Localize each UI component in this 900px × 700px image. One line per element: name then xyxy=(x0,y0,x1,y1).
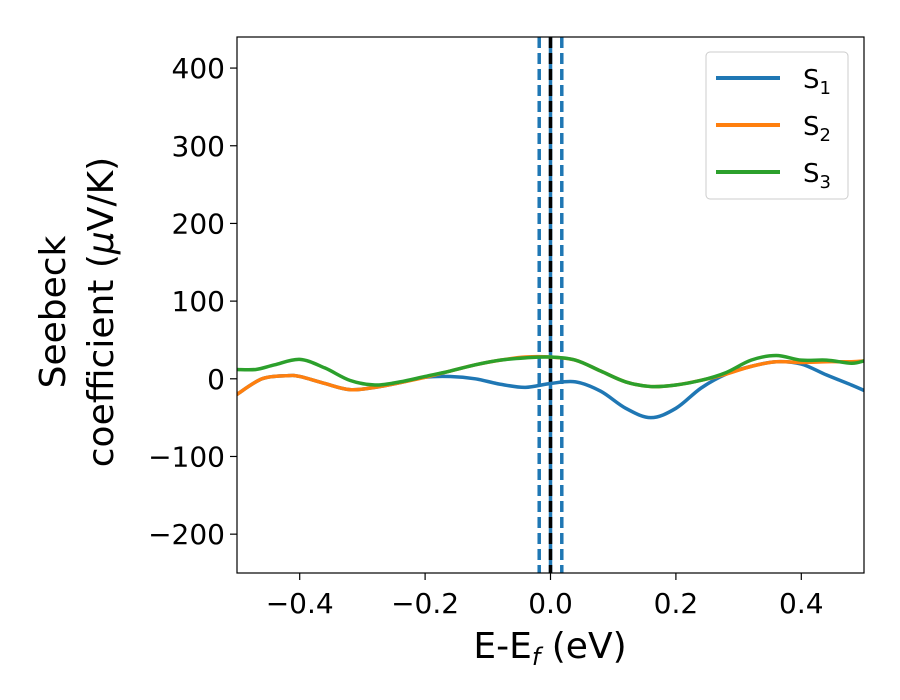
legend-label-s2: S2 xyxy=(803,112,831,146)
legend-label-s1: S1 xyxy=(803,65,831,99)
x-tick-label: 0.2 xyxy=(654,587,699,620)
y-axis-label-line2: coefficient (μV/K) xyxy=(81,157,122,467)
y-tick-label: −200 xyxy=(148,518,225,551)
legend-label-s3: S3 xyxy=(803,159,831,193)
x-tick-label: −0.4 xyxy=(266,587,334,620)
y-axis-label: Seebeck coefficient (μV/K) xyxy=(33,157,122,467)
legend: S1 S2 S3 xyxy=(705,51,849,200)
series-line-s3 xyxy=(237,353,864,389)
y-tick-label: 300 xyxy=(172,130,225,163)
x-tick-label: −0.2 xyxy=(391,587,459,620)
y-axis-label-line1: Seebeck xyxy=(33,235,74,388)
x-tick-label: 0.4 xyxy=(779,587,824,620)
y-tick-label: 400 xyxy=(172,52,225,85)
y-tick-label: 200 xyxy=(172,207,225,240)
y-tick-label: 100 xyxy=(172,285,225,318)
y-tick-label: 0 xyxy=(207,363,225,396)
x-axis-label: E-Ef (eV) xyxy=(473,626,626,671)
x-tick-label: 0.0 xyxy=(528,587,573,620)
y-tick-label: −100 xyxy=(148,440,225,473)
